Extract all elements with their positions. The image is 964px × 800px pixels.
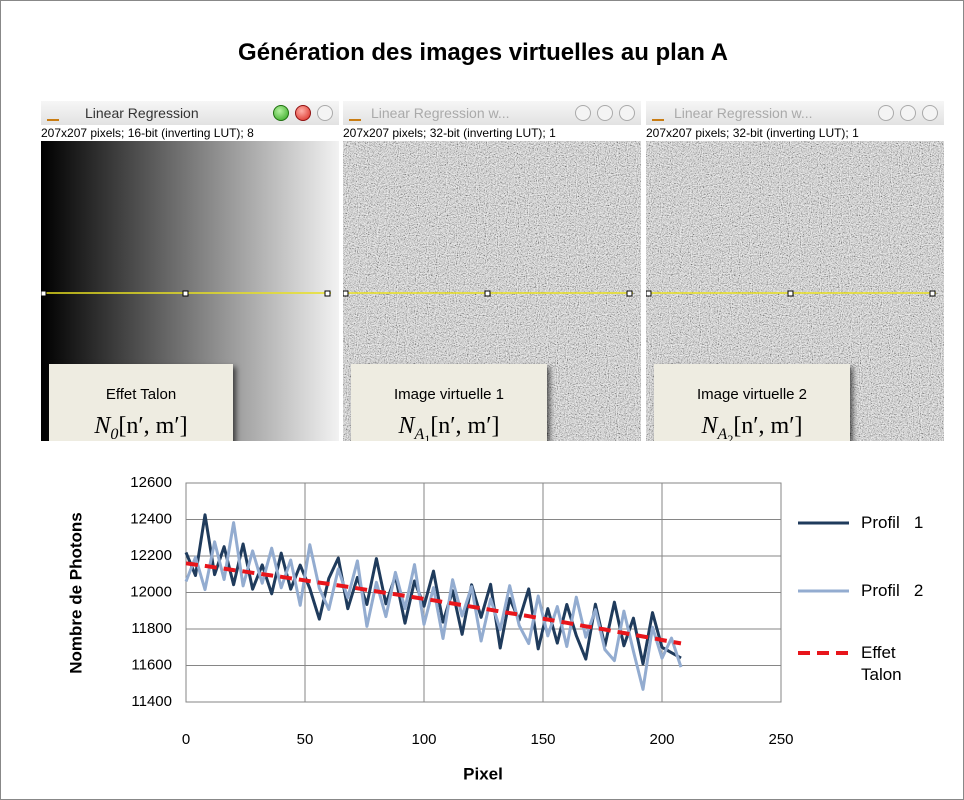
formula-args: [n′, m′] <box>118 413 188 439</box>
y-tick-label: 11400 <box>131 693 172 710</box>
image-info: 207x207 pixels; 16-bit (inverting LUT); … <box>41 125 339 141</box>
window-title: Linear Regression w... <box>674 105 813 121</box>
y-axis-label: Nombre de Photons <box>66 512 85 674</box>
window-button[interactable] <box>273 105 289 121</box>
title-bar: Linear Regression w... <box>343 101 641 125</box>
y-tick-label: 11600 <box>131 656 172 673</box>
image-info: 207x207 pixels; 32-bit (inverting LUT); … <box>343 125 641 141</box>
legend-label: Profil 1 <box>861 513 924 532</box>
formula-var: N <box>701 413 718 439</box>
x-tick-label: 200 <box>649 731 674 748</box>
legend-label: Profil 2 <box>861 581 924 600</box>
handle <box>626 290 633 297</box>
window-button[interactable] <box>317 105 333 121</box>
x-tick-label: 100 <box>411 731 436 748</box>
formula-sub: 0 <box>110 426 118 441</box>
y-tick-label: 11800 <box>131 620 172 637</box>
x-tick-label: 0 <box>182 731 190 748</box>
formula: NA1[n′, m′] <box>351 413 547 441</box>
image-area: Image virtuelle 2 NA2[n′, m′] <box>646 141 944 441</box>
image-info: 207x207 pixels; 32-bit (inverting LUT); … <box>646 125 944 141</box>
formula-var: N <box>94 413 111 439</box>
formula-var: N <box>398 413 415 439</box>
handle <box>182 290 189 297</box>
formula-args: [n′, m′] <box>733 413 803 439</box>
slide-title: Génération des images virtuelles au plan… <box>238 39 728 66</box>
x-axis-label: Pixel <box>463 764 503 783</box>
formula: NA2[n′, m′] <box>654 413 850 441</box>
app-icon <box>349 105 361 121</box>
caption-label: Image virtuelle 1 <box>393 386 505 403</box>
title-bar: Linear Regression <box>41 101 339 125</box>
image-window: Linear Regression w... 207x207 pixels; 32… <box>343 101 641 441</box>
x-tick-label: 50 <box>297 731 314 748</box>
title-bar: Linear Regression w... <box>646 101 944 125</box>
profile-line <box>184 521 683 691</box>
window-button[interactable] <box>597 105 613 121</box>
window-button[interactable] <box>878 105 894 121</box>
formula-sub-text: 0 <box>110 425 119 441</box>
image-window: Linear Regression 207x207 pixels; 16-bit … <box>41 101 339 441</box>
y-tick-label: 12600 <box>130 474 172 491</box>
app-icon <box>652 105 664 121</box>
handle <box>484 290 491 297</box>
legend-label: Effet Talon <box>861 643 902 684</box>
handle <box>646 290 652 297</box>
formula-subsub: 2 <box>727 431 734 441</box>
formula-sub: A2 <box>718 426 734 441</box>
window-button[interactable] <box>575 105 591 121</box>
handle <box>343 290 349 297</box>
image-area: Image virtuelle 1 NA1[n′, m′] <box>343 141 641 441</box>
window-button[interactable] <box>900 105 916 121</box>
formula-subsub: 1 <box>424 431 431 441</box>
handle <box>929 290 936 297</box>
image-window: Linear Regression w... 207x207 pixels; 32… <box>646 101 944 441</box>
app-icon <box>47 105 59 121</box>
x-tick-label: 150 <box>530 731 555 748</box>
window-title: Linear Regression w... <box>371 105 510 121</box>
window-title: Linear Regression <box>85 105 199 121</box>
window-button[interactable] <box>619 105 635 121</box>
handle <box>787 290 794 297</box>
window-button[interactable] <box>295 105 311 121</box>
caption-box: Image virtuelle 1 NA1[n′, m′] <box>351 364 547 441</box>
formula-args: [n′, m′] <box>430 413 500 439</box>
formula-sub: A1 <box>415 426 431 441</box>
caption-box: Effet Talon N0[n′, m′] <box>49 364 233 441</box>
y-tick-label: 12200 <box>130 547 172 564</box>
image-area: Effet Talon N0[n′, m′] <box>41 141 339 441</box>
caption-box: Image virtuelle 2 NA2[n′, m′] <box>654 364 850 441</box>
x-tick-label: 250 <box>768 731 793 748</box>
window-button[interactable] <box>922 105 938 121</box>
caption-label: Effet Talon <box>105 386 177 403</box>
formula: N0[n′, m′] <box>49 413 233 441</box>
formula-sub-text: A <box>414 425 425 441</box>
y-tick-label: 12000 <box>130 583 172 600</box>
handle <box>41 290 47 297</box>
trend-line <box>185 561 682 646</box>
handle <box>324 290 331 297</box>
formula-sub-text: A <box>717 425 728 441</box>
y-tick-label: 12400 <box>130 510 172 527</box>
caption-label: Image virtuelle 2 <box>696 386 808 403</box>
